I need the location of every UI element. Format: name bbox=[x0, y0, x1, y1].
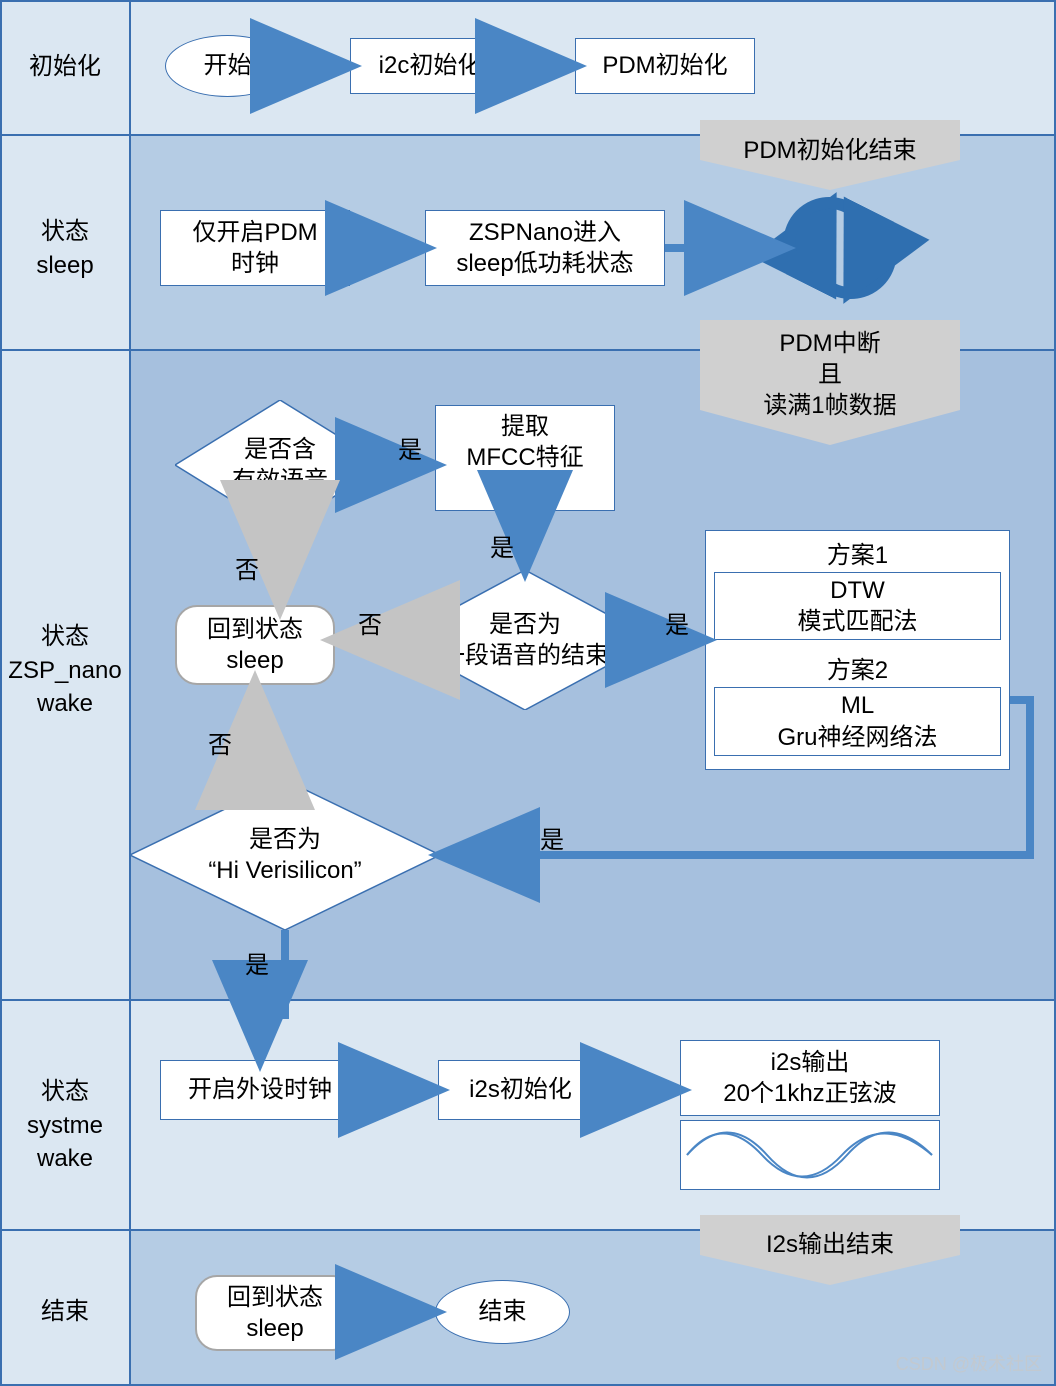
label-no-3: 否 bbox=[208, 725, 232, 760]
arrows-layer bbox=[0, 0, 1056, 1386]
watermark: CSDN @极术社区 bbox=[896, 1350, 1042, 1376]
label-yes-3: 是 bbox=[665, 605, 689, 640]
label-yes-5: 是 bbox=[245, 945, 269, 980]
label-no-1: 否 bbox=[235, 550, 259, 585]
label-yes-4: 是 bbox=[540, 820, 564, 855]
label-no-2: 否 bbox=[358, 605, 382, 640]
label-yes-1: 是 bbox=[398, 430, 422, 465]
label-yes-2: 是 bbox=[490, 528, 514, 563]
